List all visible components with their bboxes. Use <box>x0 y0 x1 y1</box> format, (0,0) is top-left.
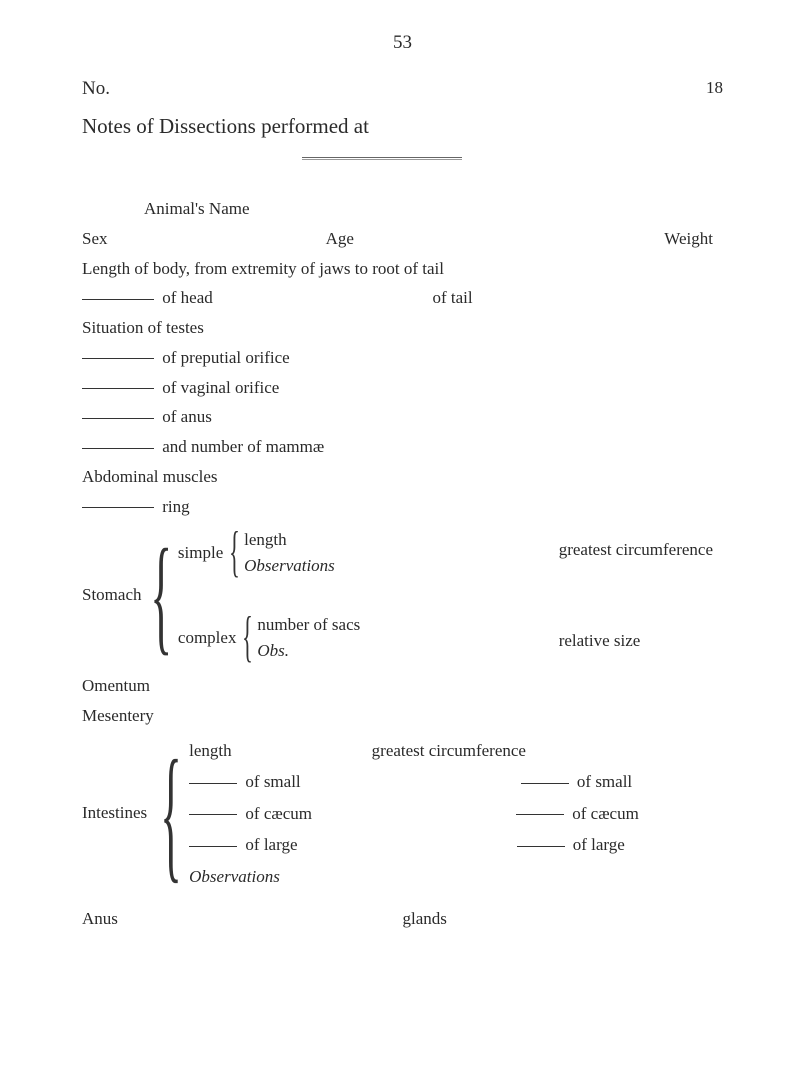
age-label: Age <box>326 224 518 254</box>
of-small-right: of small <box>577 772 632 791</box>
mammae: and number of mammæ <box>162 437 324 456</box>
observations-2: Observations <box>189 861 639 892</box>
divider <box>302 157 462 158</box>
header-row: No. 18 <box>82 78 723 100</box>
intestines-label: Intestines <box>82 798 147 828</box>
complex-label: complex <box>178 623 237 653</box>
stomach-label: Stomach <box>82 580 142 610</box>
intestines-block: Intestines { length greatest circumferen… <box>82 735 723 892</box>
abdominal-muscles: Abdominal muscles <box>82 462 723 492</box>
of-caecum-left: of cæcum <box>245 804 312 823</box>
observations-label: Observations <box>244 553 335 579</box>
length-label-2: length <box>189 735 232 766</box>
of-large-left: of large <box>245 835 297 854</box>
page-title: Notes of Dissections performed at <box>82 114 723 139</box>
situation-testes: Situation of testes <box>82 313 723 343</box>
obs-label: Obs. <box>257 638 360 664</box>
head-tail-row: of head of tail <box>82 283 723 313</box>
of-tail: of tail <box>403 283 724 313</box>
sex-age-weight-row: Sex Age Weight <box>82 224 723 254</box>
of-large-right: of large <box>573 835 625 854</box>
relative-size: relative size <box>559 626 713 656</box>
greatest-circumference: greatest circumference <box>559 535 713 565</box>
stomach-block: Stomach { simple { length Observations c… <box>82 527 723 663</box>
simple-label: simple <box>178 538 223 568</box>
brace-icon: { <box>243 618 254 657</box>
number-sacs: number of sacs <box>257 612 360 638</box>
greatest-circ-2: greatest circumference <box>372 735 526 766</box>
brace-icon: { <box>229 533 240 572</box>
complex-block: complex { number of sacs Obs. <box>178 612 360 663</box>
anus-label: Anus <box>82 904 403 934</box>
animal-name-label: Animal's Name <box>144 194 723 224</box>
of-head: of head <box>162 288 213 307</box>
omentum: Omentum <box>82 671 723 701</box>
length-label: length <box>244 527 287 553</box>
weight-label: Weight <box>518 224 723 254</box>
mesentery: Mesentery <box>82 701 723 731</box>
preputial-orifice: of preputial orifice <box>162 348 289 367</box>
brace-icon: { <box>160 757 182 870</box>
ring: ring <box>162 497 189 516</box>
page-id: 18 <box>706 78 723 100</box>
no-label: No. <box>82 78 110 100</box>
page-number-top: 53 <box>82 32 723 54</box>
length-body-line: Length of body, from extremity of jaws t… <box>82 254 723 284</box>
sex-label: Sex <box>82 224 326 254</box>
brace-icon: { <box>150 543 172 647</box>
of-anus: of anus <box>162 407 212 426</box>
of-small-left: of small <box>245 772 300 791</box>
content-body: Animal's Name Sex Age Weight Length of b… <box>82 194 723 934</box>
vaginal-orifice: of vaginal orifice <box>162 378 279 397</box>
anus-row: Anus glands <box>82 904 723 934</box>
of-caecum-right: of cæcum <box>572 804 639 823</box>
glands-label: glands <box>403 904 447 934</box>
simple-block: simple { length Observations <box>178 527 360 578</box>
